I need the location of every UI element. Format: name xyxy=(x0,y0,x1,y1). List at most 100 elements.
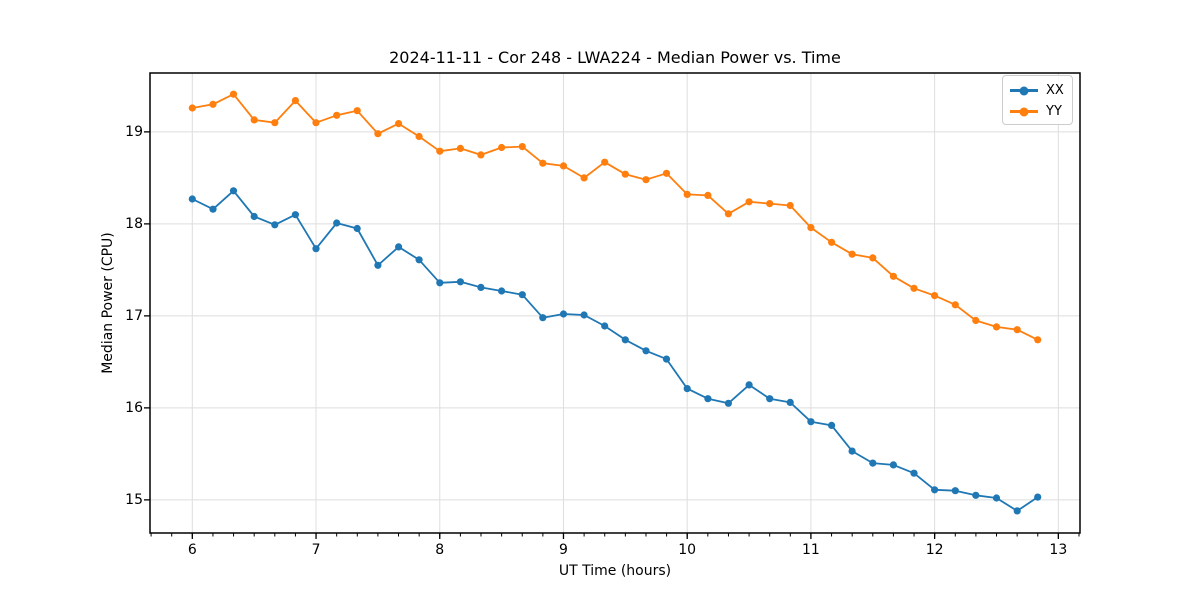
x-tick-label: 10 xyxy=(678,542,697,558)
data-point-yy xyxy=(724,210,733,218)
data-point-yy xyxy=(621,170,629,178)
data-point-xx xyxy=(807,418,815,426)
data-point-xx xyxy=(869,459,877,467)
data-point-yy xyxy=(456,144,464,152)
data-point-xx xyxy=(436,279,444,287)
data-point-yy xyxy=(1034,336,1042,344)
x-tick-label: 9 xyxy=(559,542,568,558)
data-point-xx xyxy=(209,205,217,213)
data-point-yy xyxy=(353,107,361,115)
y-axis-label: Median Power (CPU) xyxy=(100,232,116,374)
data-point-xx xyxy=(559,310,568,318)
data-point-xx xyxy=(456,278,464,286)
x-tick-label: 7 xyxy=(311,542,321,558)
data-point-xx xyxy=(745,381,753,389)
data-point-yy xyxy=(374,130,382,138)
data-point-xx xyxy=(518,291,526,299)
data-point-xx xyxy=(250,212,258,221)
data-point-xx xyxy=(972,491,980,499)
data-point-yy xyxy=(601,158,609,166)
data-point-yy xyxy=(271,119,279,127)
data-point-xx xyxy=(395,243,403,251)
x-tick-label: 12 xyxy=(925,542,944,558)
y-tick-label: 18 xyxy=(125,215,143,232)
series-line-xx xyxy=(191,189,1039,512)
y-tick-label: 19 xyxy=(125,123,143,140)
data-point-yy xyxy=(333,111,341,119)
data-point-yy xyxy=(1013,326,1021,334)
legend-label: XX xyxy=(1046,83,1064,98)
data-point-xx xyxy=(766,395,774,403)
data-point-yy xyxy=(436,147,444,155)
data-point-yy xyxy=(704,191,712,199)
y-tick-label: 17 xyxy=(125,307,143,324)
data-point-xx xyxy=(229,187,238,195)
data-point-yy xyxy=(910,284,918,292)
data-point-yy xyxy=(951,301,959,309)
data-point-yy xyxy=(766,200,774,208)
legend: XX YY xyxy=(1002,75,1073,125)
data-point-xx xyxy=(889,461,898,469)
series-line-yy xyxy=(192,93,1039,341)
data-point-xx xyxy=(621,336,629,344)
y-tick-label: 16 xyxy=(125,399,143,416)
data-point-xx xyxy=(951,487,959,495)
data-point-xx xyxy=(828,421,836,429)
data-point-xx xyxy=(848,447,856,455)
data-point-xx xyxy=(333,219,341,227)
data-point-yy xyxy=(931,292,939,300)
data-point-xx xyxy=(786,398,794,406)
data-point-yy xyxy=(642,176,650,184)
data-point-yy xyxy=(518,143,526,151)
data-point-xx xyxy=(271,221,279,229)
data-point-xx xyxy=(353,224,361,233)
data-point-xx xyxy=(683,385,691,393)
data-point-xx xyxy=(498,287,506,295)
data-point-xx xyxy=(724,399,733,407)
data-point-yy xyxy=(229,90,238,98)
data-point-xx xyxy=(580,311,588,319)
data-point-yy xyxy=(828,238,836,246)
data-point-yy xyxy=(580,174,588,182)
data-point-yy xyxy=(662,169,671,177)
legend-dot-icon xyxy=(1019,107,1029,116)
data-point-xx xyxy=(188,195,196,203)
data-point-yy xyxy=(992,323,1001,331)
data-point-yy xyxy=(250,116,258,124)
data-point-xx xyxy=(642,347,650,355)
data-point-xx xyxy=(931,486,939,494)
legend-item-xx: XX xyxy=(1010,80,1065,101)
data-point-yy xyxy=(869,254,877,262)
data-point-yy xyxy=(807,224,815,232)
data-point-yy xyxy=(683,190,691,198)
data-point-xx xyxy=(539,314,547,322)
chart-title: 2024-11-11 - Cor 248 - LWA224 - Median P… xyxy=(389,48,841,67)
data-point-yy xyxy=(395,120,403,128)
data-point-yy xyxy=(498,143,506,152)
data-point-yy xyxy=(477,151,485,159)
data-point-yy xyxy=(972,316,980,325)
data-point-xx xyxy=(1013,507,1021,515)
x-tick-label: 8 xyxy=(435,542,445,558)
data-point-yy xyxy=(209,100,217,108)
data-point-xx xyxy=(601,322,609,330)
data-point-xx xyxy=(415,256,423,264)
data-point-yy xyxy=(848,250,856,258)
x-tick-label: 13 xyxy=(1049,542,1068,558)
legend-line-marker-icon xyxy=(1010,86,1038,95)
data-point-yy xyxy=(889,272,898,280)
x-axis-label: UT Time (hours) xyxy=(558,563,672,579)
data-point-xx xyxy=(312,245,320,253)
data-point-yy xyxy=(312,119,320,127)
data-point-yy xyxy=(415,132,423,141)
data-point-yy xyxy=(745,198,753,206)
legend-dot-icon xyxy=(1019,86,1029,95)
data-point-xx xyxy=(477,283,485,291)
data-point-yy xyxy=(559,162,568,170)
x-tick-label: 11 xyxy=(801,542,820,558)
legend-item-yy: YY xyxy=(1010,101,1065,122)
data-point-yy xyxy=(786,201,794,210)
legend-line-marker-icon xyxy=(1010,107,1038,116)
